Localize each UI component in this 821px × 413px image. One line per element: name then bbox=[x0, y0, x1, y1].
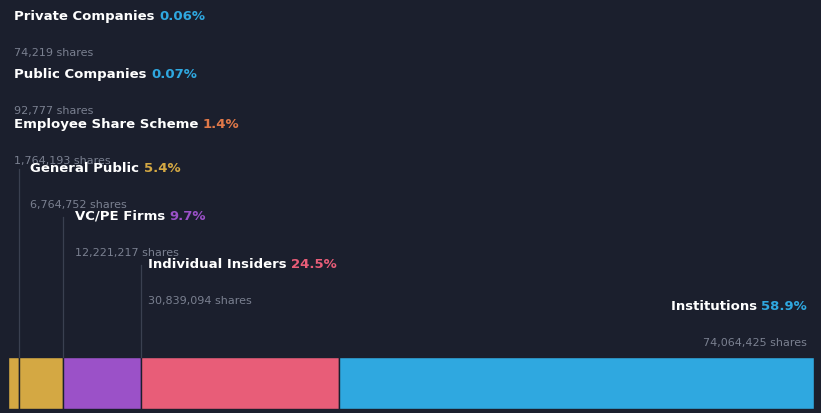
Text: 92,777 shares: 92,777 shares bbox=[14, 106, 94, 116]
Text: General Public: General Public bbox=[30, 161, 144, 175]
Text: 5.4%: 5.4% bbox=[144, 161, 181, 175]
Text: Public Companies: Public Companies bbox=[14, 68, 151, 81]
Text: 74,219 shares: 74,219 shares bbox=[14, 48, 94, 58]
Bar bbox=[141, 357, 339, 409]
Text: 1,764,193 shares: 1,764,193 shares bbox=[14, 156, 111, 166]
Text: 1.4%: 1.4% bbox=[203, 118, 240, 131]
Text: 30,839,094 shares: 30,839,094 shares bbox=[148, 295, 252, 305]
Text: Employee Share Scheme: Employee Share Scheme bbox=[14, 118, 203, 131]
Text: 58.9%: 58.9% bbox=[761, 299, 807, 312]
Text: 12,221,217 shares: 12,221,217 shares bbox=[75, 247, 179, 257]
Bar bbox=[19, 357, 62, 409]
Text: 9.7%: 9.7% bbox=[170, 209, 206, 223]
Text: Institutions: Institutions bbox=[671, 299, 761, 312]
Text: 6,764,752 shares: 6,764,752 shares bbox=[30, 199, 126, 209]
Text: Private Companies: Private Companies bbox=[14, 10, 159, 23]
Text: 24.5%: 24.5% bbox=[291, 257, 337, 271]
Bar bbox=[7, 357, 19, 409]
Bar bbox=[339, 357, 814, 409]
Text: Individual Insiders: Individual Insiders bbox=[148, 257, 291, 271]
Text: 74,064,425 shares: 74,064,425 shares bbox=[703, 337, 807, 347]
Text: VC/PE Firms: VC/PE Firms bbox=[75, 209, 170, 223]
Text: 0.06%: 0.06% bbox=[159, 10, 205, 23]
Bar bbox=[62, 357, 141, 409]
Text: 0.07%: 0.07% bbox=[151, 68, 197, 81]
